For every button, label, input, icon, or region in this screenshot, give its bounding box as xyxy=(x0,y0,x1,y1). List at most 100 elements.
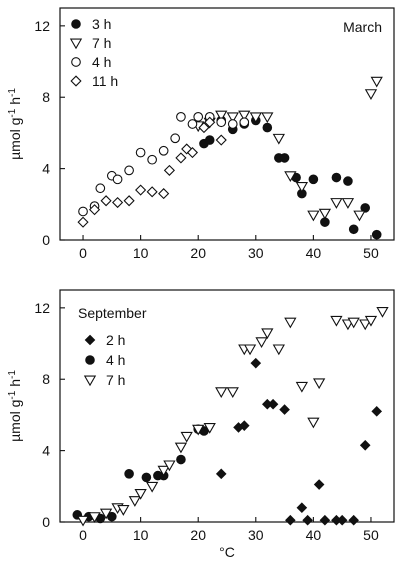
september-point-7-h xyxy=(134,488,147,500)
march-point-7-h xyxy=(341,198,355,209)
march-point-4-h xyxy=(112,174,123,185)
march-data-marks xyxy=(77,76,383,240)
march-point-3-h xyxy=(371,229,382,240)
september-axis-ticks: 0 10 20 30 40 50 0 4 8 12 xyxy=(34,300,379,543)
march-y-tick-label: 0 xyxy=(42,232,50,248)
september-point-2-h xyxy=(296,502,308,514)
march-legend-label-7-h: 7 h xyxy=(92,35,111,51)
september-y-tick-label: 8 xyxy=(42,371,50,387)
september-point-2-h xyxy=(371,406,383,417)
march-point-4-h xyxy=(135,147,146,158)
september-point-4-h xyxy=(141,472,152,483)
march-x-tick-label: 0 xyxy=(79,245,87,261)
september-point-2-h xyxy=(359,439,371,451)
september-point-7-h xyxy=(307,417,320,429)
september-point-7-h xyxy=(272,344,285,356)
march-plot-frame xyxy=(59,7,395,241)
march-y-tick-label: 8 xyxy=(42,89,50,105)
march-point-11-h xyxy=(88,204,101,216)
september-point-7-h xyxy=(243,344,257,356)
september-y-tick-label: 12 xyxy=(34,300,50,316)
march-point-11-h xyxy=(163,164,175,176)
september-point-7-h xyxy=(180,431,193,443)
september-point-7-h xyxy=(347,317,360,329)
september-legend-marker-7-h xyxy=(83,375,97,387)
september-point-7-h xyxy=(76,515,90,527)
march-point-11-h xyxy=(204,116,216,128)
march-point-7-h xyxy=(370,76,383,88)
september-point-7-h xyxy=(284,317,297,329)
september-point-4-h xyxy=(176,454,186,465)
september-point-2-h xyxy=(348,514,359,526)
march-point-7-h xyxy=(238,110,251,122)
march-x-tick-label: 20 xyxy=(190,245,206,261)
september-point-7-h xyxy=(364,315,378,327)
september-legend: 2 h 4 h 7 h xyxy=(83,332,125,388)
september-point-7-h xyxy=(203,422,216,434)
march-point-3-h xyxy=(308,174,319,185)
september-legend-marker-2-h xyxy=(84,334,96,346)
september-point-2-h xyxy=(313,479,325,490)
september-point-7-h xyxy=(215,387,228,399)
september-point-7-h xyxy=(295,381,309,393)
march-point-3-h xyxy=(360,203,371,213)
september-point-2-h xyxy=(319,514,331,526)
march-point-3-h xyxy=(279,153,290,163)
march-point-7-h xyxy=(307,210,320,222)
march-point-4-h xyxy=(170,133,181,144)
march-legend-label-11-h: 11 h xyxy=(92,73,118,89)
march-legend: 3 h 7 h 4 h 11 h xyxy=(69,16,118,89)
september-point-7-h xyxy=(192,424,205,436)
march-x-tick-label: 10 xyxy=(133,245,149,261)
march-point-4-h xyxy=(124,165,134,176)
september-point-7-h xyxy=(376,306,389,318)
march-panel: March µmol g-1 h-1 0 10 20 30 40 50 0 4 8 12 3 h 7… xyxy=(7,7,395,261)
september-point-2-h xyxy=(267,398,279,410)
march-x-tick-label: 30 xyxy=(248,245,264,261)
march-point-4-h xyxy=(187,119,198,129)
march-point-11-h xyxy=(135,184,147,196)
march-point-4-h xyxy=(176,112,186,122)
september-x-tick-label: 40 xyxy=(306,527,322,543)
september-x-tick-label: 50 xyxy=(363,527,379,543)
september-point-7-h xyxy=(99,508,113,520)
september-panel-label: September xyxy=(78,305,147,321)
march-x-tick-label: 40 xyxy=(306,245,322,261)
march-panel-label: March xyxy=(343,19,382,35)
march-point-4-h xyxy=(78,206,88,217)
september-point-7-h xyxy=(163,460,176,472)
march-point-7-h xyxy=(330,198,343,209)
september-point-2-h xyxy=(302,514,313,526)
march-point-4-h xyxy=(158,145,169,156)
march-point-11-h xyxy=(186,146,199,159)
september-x-tick-label: 0 xyxy=(79,527,87,543)
march-point-11-h xyxy=(123,195,135,207)
march-point-11-h xyxy=(158,188,170,200)
march-point-7-h xyxy=(215,110,228,122)
september-data-marks xyxy=(72,306,389,527)
september-plot-frame xyxy=(59,289,395,523)
march-point-11-h xyxy=(100,195,112,207)
september-point-7-h xyxy=(330,315,343,327)
september-panel: September µmol g-1 h-1 °C 0 10 20 30 40 50 0 4 8… xyxy=(7,289,395,560)
september-point-2-h xyxy=(250,357,262,369)
march-point-3-h xyxy=(343,176,353,186)
march-point-7-h xyxy=(249,112,262,124)
september-y-tick-label: 0 xyxy=(42,514,50,530)
march-point-4-h xyxy=(193,112,204,122)
september-point-2-h xyxy=(238,420,250,431)
march-point-3-h xyxy=(262,122,273,133)
september-legend-label-2-h: 2 h xyxy=(106,332,125,348)
march-point-7-h xyxy=(284,171,297,183)
march-point-4-h xyxy=(227,119,238,129)
september-point-7-h xyxy=(261,328,274,340)
march-y-tick-label: 12 xyxy=(34,18,50,34)
september-y-tick-label: 4 xyxy=(42,443,50,459)
september-legend-marker-4-h xyxy=(85,355,95,365)
september-x-tick-label: 30 xyxy=(248,527,264,543)
september-point-7-h xyxy=(157,465,170,477)
september-point-7-h xyxy=(117,505,130,516)
march-point-4-h xyxy=(239,117,250,128)
september-point-7-h xyxy=(88,512,101,523)
